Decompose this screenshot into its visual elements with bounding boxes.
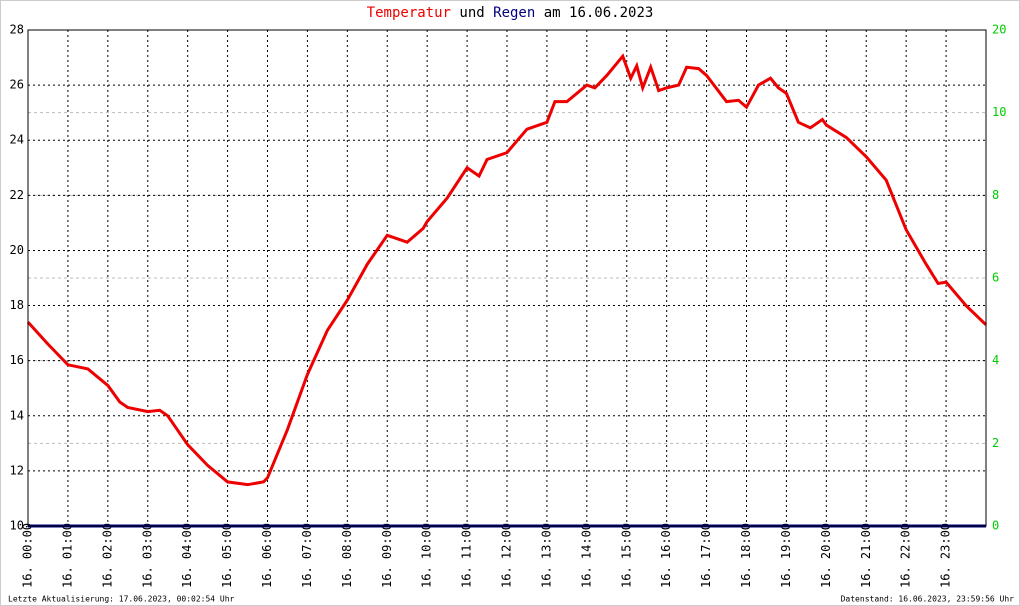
y-tick-label: 22 (10, 188, 24, 202)
y-tick-label: 10 (10, 519, 24, 533)
data-line (26, 53, 988, 487)
x-tick-label: 16. 21:00 (859, 523, 873, 588)
x-tick-label: 16. 00:00 (21, 523, 35, 588)
x-tick-label: 16. 22:00 (899, 523, 913, 588)
x-tick-label: 16. 05:00 (220, 523, 234, 588)
x-tick-label: 16. 04:00 (180, 523, 194, 588)
y-tick-label: 28 (10, 23, 24, 37)
y-tick-label: 12 (10, 463, 24, 477)
y2-tick-label: 8 (992, 188, 999, 202)
x-tick-label: 16. 13:00 (539, 523, 553, 588)
y-tick-label: 18 (10, 298, 24, 312)
y2-tick-label: 0 (992, 519, 999, 533)
x-tick-label: 16. 17:00 (699, 523, 713, 588)
y-tick-label: 14 (10, 408, 24, 422)
plot-border (27, 29, 987, 527)
x-tick-label: 16. 18:00 (739, 523, 753, 588)
y2-tick-label: 4 (992, 353, 999, 367)
title-part: Regen (493, 5, 535, 21)
y2-tick-label: 10 (992, 105, 1006, 119)
x-tick-label: 16. 12:00 (500, 523, 514, 588)
chart-title: Temperatur und Regen am 16.06.2023 (367, 5, 654, 21)
y2-tick-label: 6 (992, 271, 999, 285)
y-tick-label: 26 (10, 78, 24, 92)
title-part: am 16.06.2023 (544, 5, 654, 21)
title-part: Temperatur (367, 5, 451, 21)
y2-tick-label: 2 (992, 436, 999, 450)
x-tick-label: 16. 02:00 (100, 523, 114, 588)
x-tick-label: 16. 11:00 (460, 523, 474, 588)
y-tick-label: 16 (10, 353, 24, 367)
x-tick-label: 16. 15:00 (619, 523, 633, 588)
footer-right: Datenstand: 16.06.2023, 23:59:56 Uhr (841, 595, 1015, 604)
x-tick-label: 16. 01:00 (60, 523, 74, 588)
x-tick-label: 16. 20:00 (819, 523, 833, 588)
x-tick-label: 16. 14:00 (579, 523, 593, 588)
x-tick-label: 16. 23:00 (939, 523, 953, 588)
y-tick-label: 24 (10, 133, 24, 147)
x-tick-label: 16. 10:00 (420, 523, 434, 588)
title-part: und (459, 5, 484, 21)
x-tick-label: 16. 07:00 (300, 523, 314, 588)
x-tick-label: 16. 09:00 (380, 523, 394, 588)
x-tick-label: 16. 16:00 (659, 523, 673, 588)
x-tick-label: 16. 03:00 (140, 523, 154, 588)
y-tick-label: 20 (10, 243, 24, 257)
x-tick-label: 16. 08:00 (340, 523, 354, 588)
y2-tick-label: 20 (992, 23, 1006, 37)
x-tick-label: 16. 06:00 (260, 523, 274, 588)
x-tick-label: 16. 19:00 (779, 523, 793, 588)
footer-left: Letzte Aktualisierung: 17.06.2023, 00:02… (8, 595, 235, 604)
